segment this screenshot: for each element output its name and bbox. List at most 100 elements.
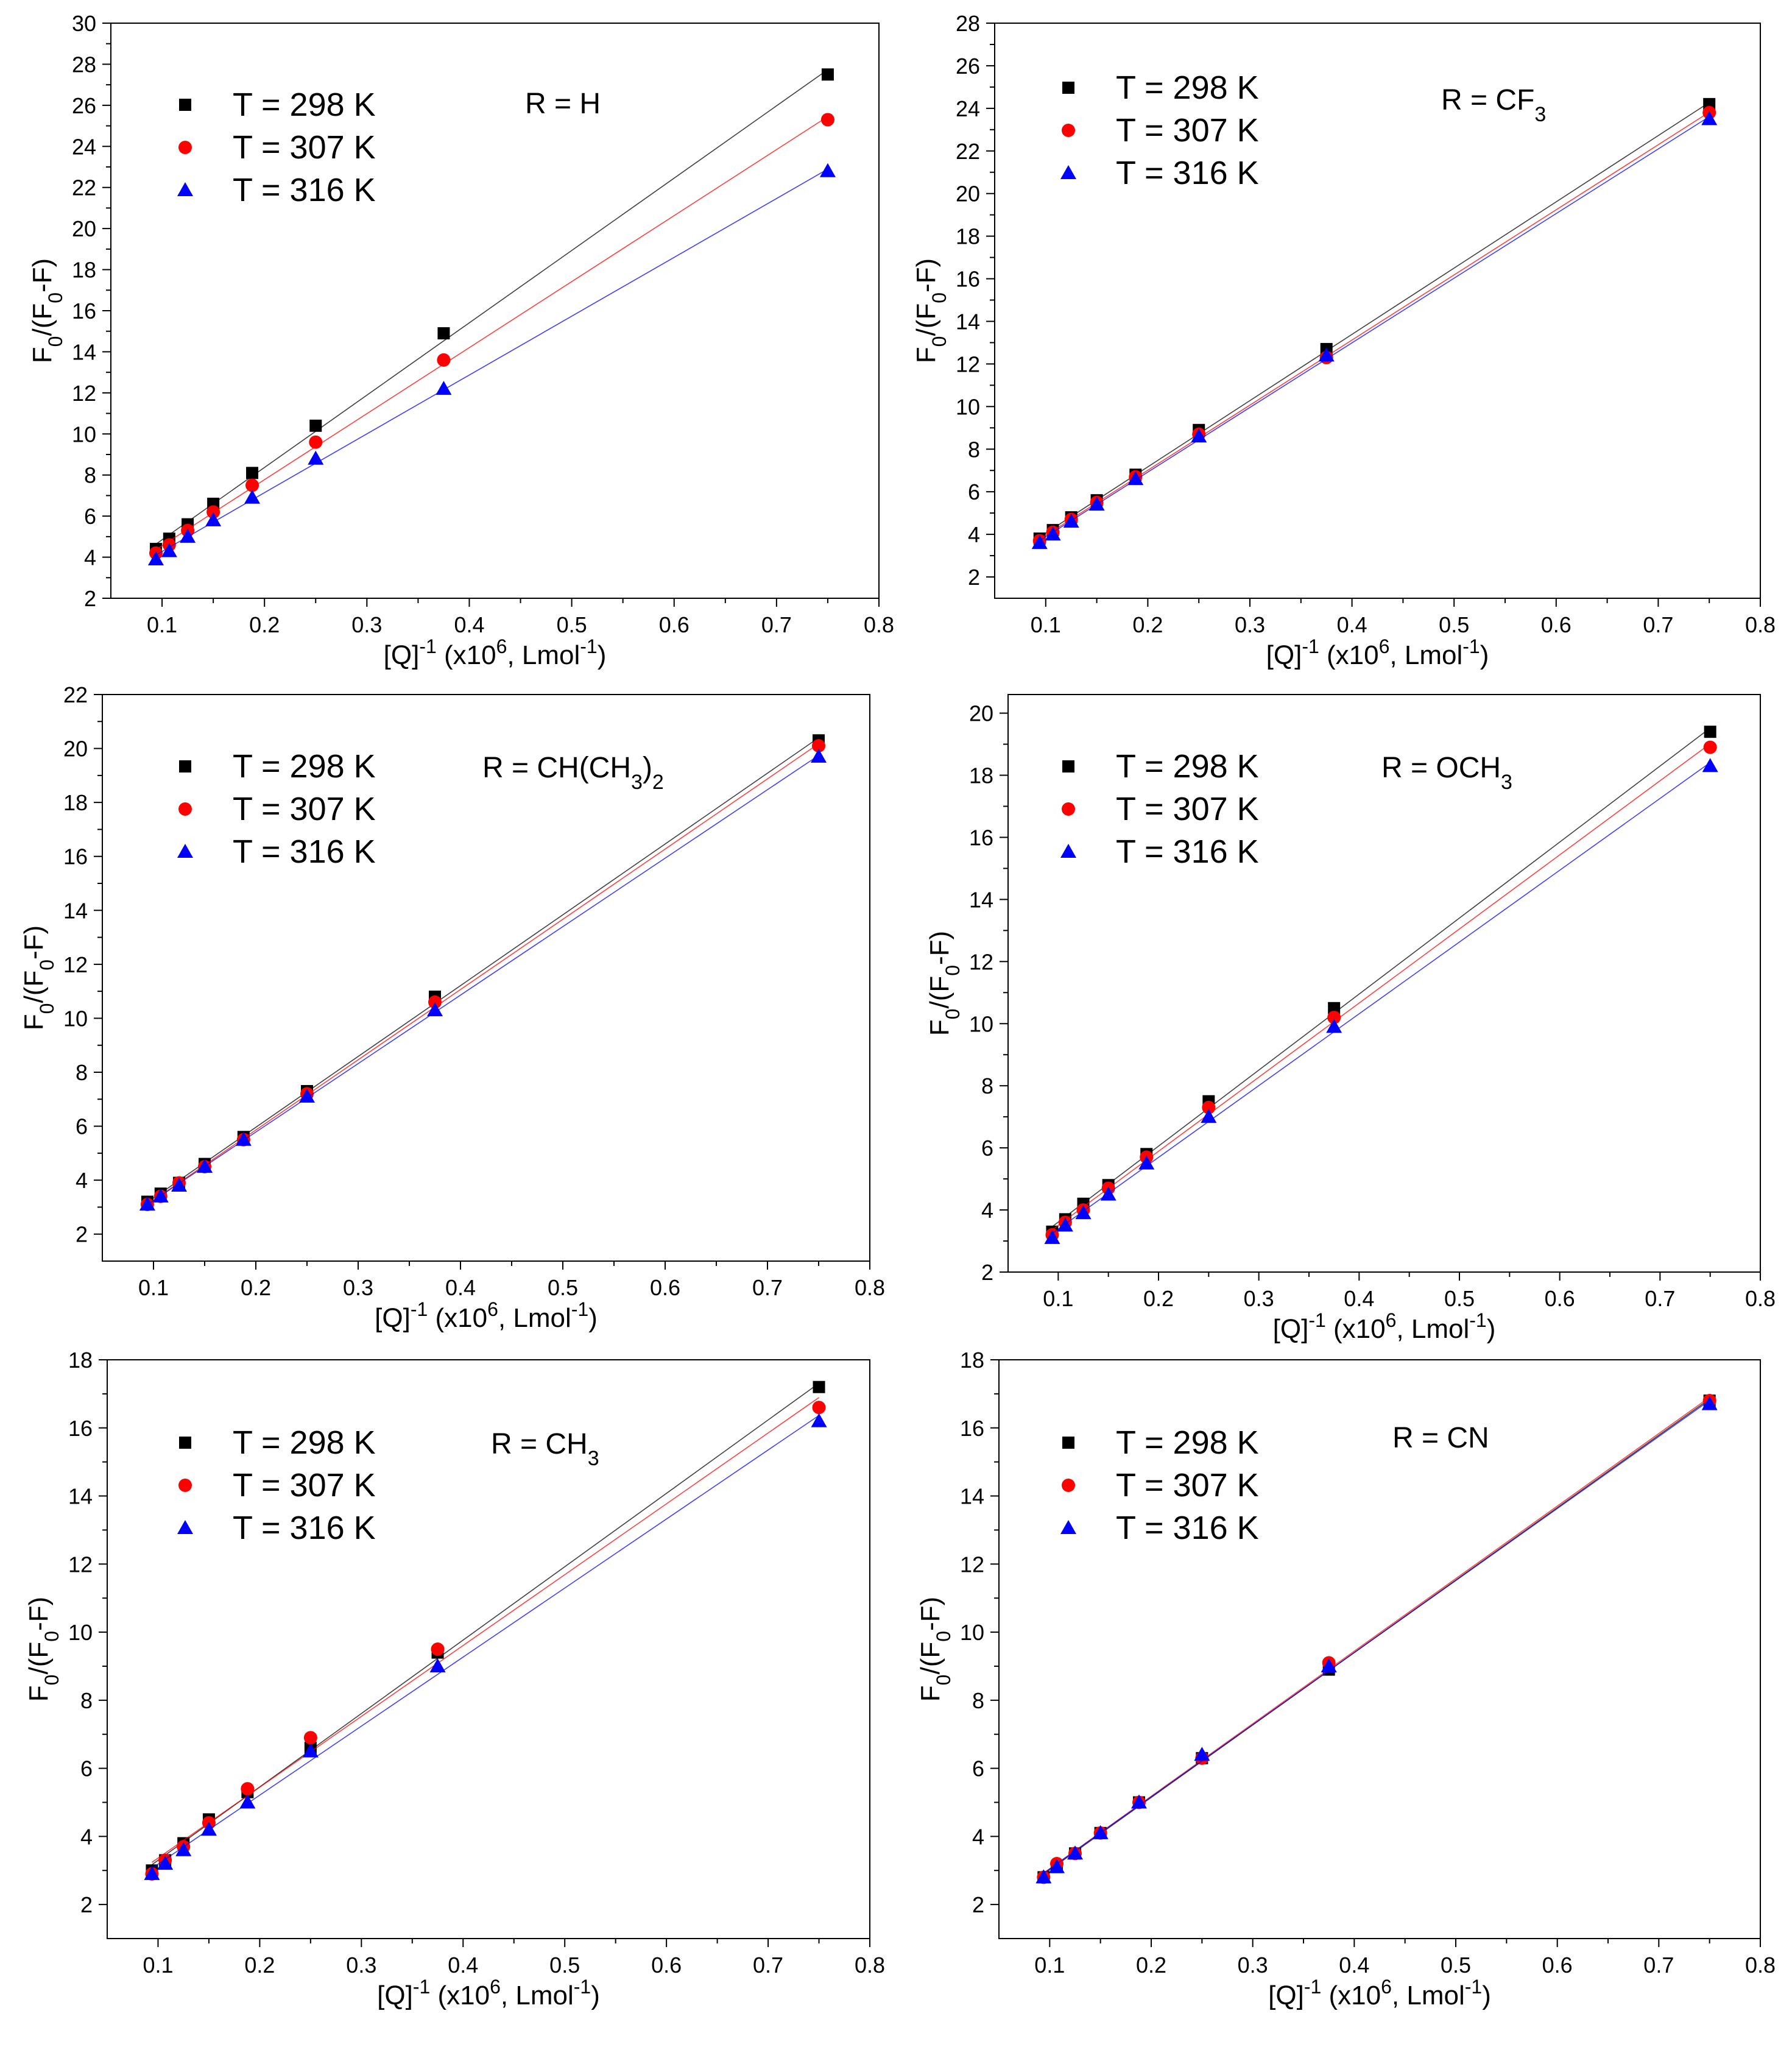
x-tick-label: 0.2 [241, 1275, 271, 1300]
data-point-T316 [1318, 347, 1335, 362]
data-point-T316 [427, 1002, 443, 1017]
x-tick-label: 0.7 [753, 1953, 783, 1978]
x-tick-label: 0.7 [1645, 1286, 1675, 1311]
y-axis-title: F0/(F0-F) [911, 258, 950, 363]
fit-line-T307 [1051, 743, 1711, 1231]
substituent-label: R = CH(CH3)2 [482, 752, 664, 794]
data-point-T316 [200, 1822, 217, 1836]
legend-label: T = 307 K [1116, 1467, 1259, 1504]
plot-frame [994, 23, 1761, 599]
x-axis-title: [Q]-1 (x106, Lmol-1) [1268, 1976, 1491, 2010]
x-tick-label: 0.7 [752, 1275, 783, 1300]
x-tick-label: 0.4 [445, 1275, 476, 1300]
y-tick-label: 10 [72, 422, 96, 447]
legend-label: T = 316 K [233, 172, 376, 208]
fit-line-T307 [1039, 111, 1710, 540]
data-point-T316 [308, 450, 324, 465]
y-tick-label: 10 [960, 1620, 984, 1645]
y-tick-label: 18 [969, 763, 993, 788]
data-point-T316 [299, 1088, 315, 1103]
plot-frame [110, 23, 880, 599]
fit-line-T316 [152, 1415, 819, 1869]
data-point-T316 [1063, 514, 1079, 528]
data-point-T316 [180, 528, 196, 543]
y-tick-label: 8 [972, 1688, 984, 1713]
fit-line-T316 [1043, 1400, 1710, 1874]
x-tick-label: 0.3 [343, 1275, 373, 1300]
data-point-T316 [1326, 1019, 1342, 1033]
x-axis-title: [Q]-1 (x106, Lmol-1) [384, 635, 607, 670]
legend-label: T = 316 K [1116, 1510, 1259, 1546]
y-tick-label: 14 [63, 898, 88, 923]
data-point-T316 [139, 1197, 155, 1211]
fit-line-T307 [151, 1397, 819, 1863]
y-tick-label: 16 [960, 1416, 984, 1441]
data-point-T298 [437, 327, 450, 340]
data-point-T307 [206, 505, 220, 519]
x-tick-label: 0.5 [549, 1953, 580, 1978]
legend-label: T = 307 K [1116, 112, 1259, 149]
x-tick-label: 0.7 [761, 612, 792, 637]
data-point-T316 [1031, 535, 1048, 550]
y-tick-label: 8 [80, 1688, 93, 1713]
data-point-T316 [152, 1188, 169, 1203]
data-point-T307 [241, 1782, 255, 1796]
y-tick-label: 2 [972, 1892, 984, 1917]
chart-panel-bottom-left: 0.1 0.2 0.3 0.4 0.5 0.6 0.7 0.8 2 4 6 8 10 12 14 16 18 [Q… [24, 1348, 885, 2010]
data-point-T298 [1328, 1002, 1341, 1014]
x-tick-label: 0.2 [249, 612, 280, 637]
y-axis-title: F0/(F0-F) [915, 1597, 954, 1702]
x-tick-label: 0.8 [855, 1275, 885, 1300]
y-tick-label: 2 [76, 1222, 88, 1247]
y-tick-label: 16 [63, 844, 88, 869]
data-point-T307 [1703, 740, 1717, 754]
x-tick-label: 0.8 [1745, 1286, 1776, 1311]
data-point-T316 [1321, 1658, 1337, 1672]
legend-label: T = 316 K [1116, 155, 1259, 191]
data-point-T316 [1075, 1205, 1092, 1220]
plot-frame [998, 1359, 1761, 1939]
x-tick-label: 0.3 [1238, 1953, 1268, 1978]
data-point-T316 [244, 489, 261, 504]
data-point-T316 [811, 1413, 827, 1427]
data-point-T307 [820, 113, 834, 127]
x-tick-label: 0.5 [1441, 1953, 1471, 1978]
plot-frame [107, 1359, 870, 1939]
y-tick-label: 6 [981, 1136, 993, 1161]
y-tick-label: 4 [981, 1198, 993, 1223]
y-tick-label: 10 [68, 1620, 93, 1645]
x-tick-label: 0.1 [1034, 1953, 1065, 1978]
fit-line-T316 [155, 168, 828, 556]
y-tick-label: 4 [968, 522, 980, 547]
data-point-T316 [1191, 428, 1207, 443]
y-tick-label: 12 [956, 352, 980, 377]
plot-frame [102, 694, 870, 1262]
data-point-T316 [436, 381, 452, 395]
data-point-T316 [171, 1178, 187, 1192]
legend-marker-T316 [1060, 165, 1076, 179]
x-tick-label: 0.8 [1745, 612, 1776, 637]
y-tick-label: 26 [72, 93, 96, 118]
x-tick-label: 0.6 [1542, 1953, 1573, 1978]
legend-marker-T316 [177, 182, 193, 196]
legend-label: T = 316 K [1116, 833, 1259, 870]
x-tick-label: 0.1 [143, 1953, 173, 1978]
y-tick-label: 20 [72, 216, 96, 241]
y-tick-label: 4 [972, 1824, 984, 1849]
y-tick-label: 8 [76, 1060, 88, 1085]
y-axis-title: F0/(F0-F) [19, 925, 58, 1030]
y-tick-label: 2 [981, 1260, 993, 1285]
y-tick-label: 10 [956, 394, 980, 419]
data-point-T316 [429, 1658, 446, 1672]
data-point-T316 [175, 1842, 192, 1856]
substituent-label: R = H [525, 88, 601, 120]
y-tick-label: 18 [63, 790, 88, 815]
data-point-T316 [1194, 1747, 1210, 1761]
data-point-T298 [813, 1381, 825, 1393]
x-tick-label: 0.5 [1439, 612, 1469, 637]
x-tick-label: 0.4 [1344, 1286, 1374, 1311]
legend-marker-T316 [177, 1520, 193, 1534]
substituent-label: R = OCH3 [1381, 752, 1512, 794]
y-tick-label: 18 [956, 224, 980, 249]
